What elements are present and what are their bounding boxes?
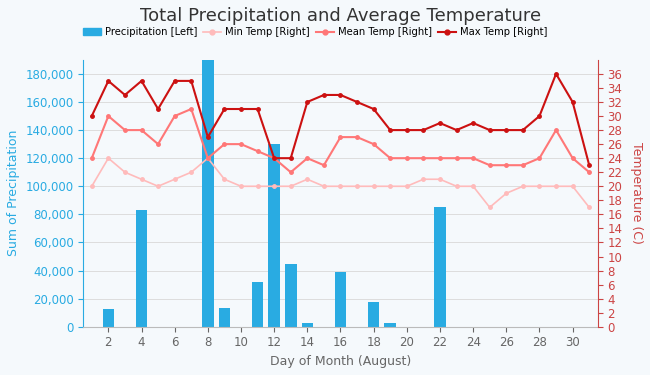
- Y-axis label: Sum of Precipitation: Sum of Precipitation: [7, 130, 20, 256]
- Bar: [202, 60, 214, 327]
- Title: Total Precipitation and Average Temperature: Total Precipitation and Average Temperat…: [140, 7, 541, 25]
- X-axis label: Day of Month (August): Day of Month (August): [270, 355, 411, 368]
- Y-axis label: Temperature (C): Temperature (C): [630, 142, 643, 244]
- Bar: [434, 207, 446, 327]
- Bar: [252, 282, 263, 327]
- Bar: [335, 272, 346, 327]
- Legend: Precipitation [Left], Min Temp [Right], Mean Temp [Right], Max Temp [Right]: Precipitation [Left], Min Temp [Right], …: [79, 24, 551, 42]
- Bar: [268, 144, 280, 327]
- Bar: [384, 322, 396, 327]
- Bar: [136, 210, 148, 327]
- Bar: [368, 302, 380, 327]
- Bar: [285, 264, 296, 327]
- Bar: [218, 308, 230, 327]
- Bar: [302, 322, 313, 327]
- Bar: [103, 309, 114, 327]
